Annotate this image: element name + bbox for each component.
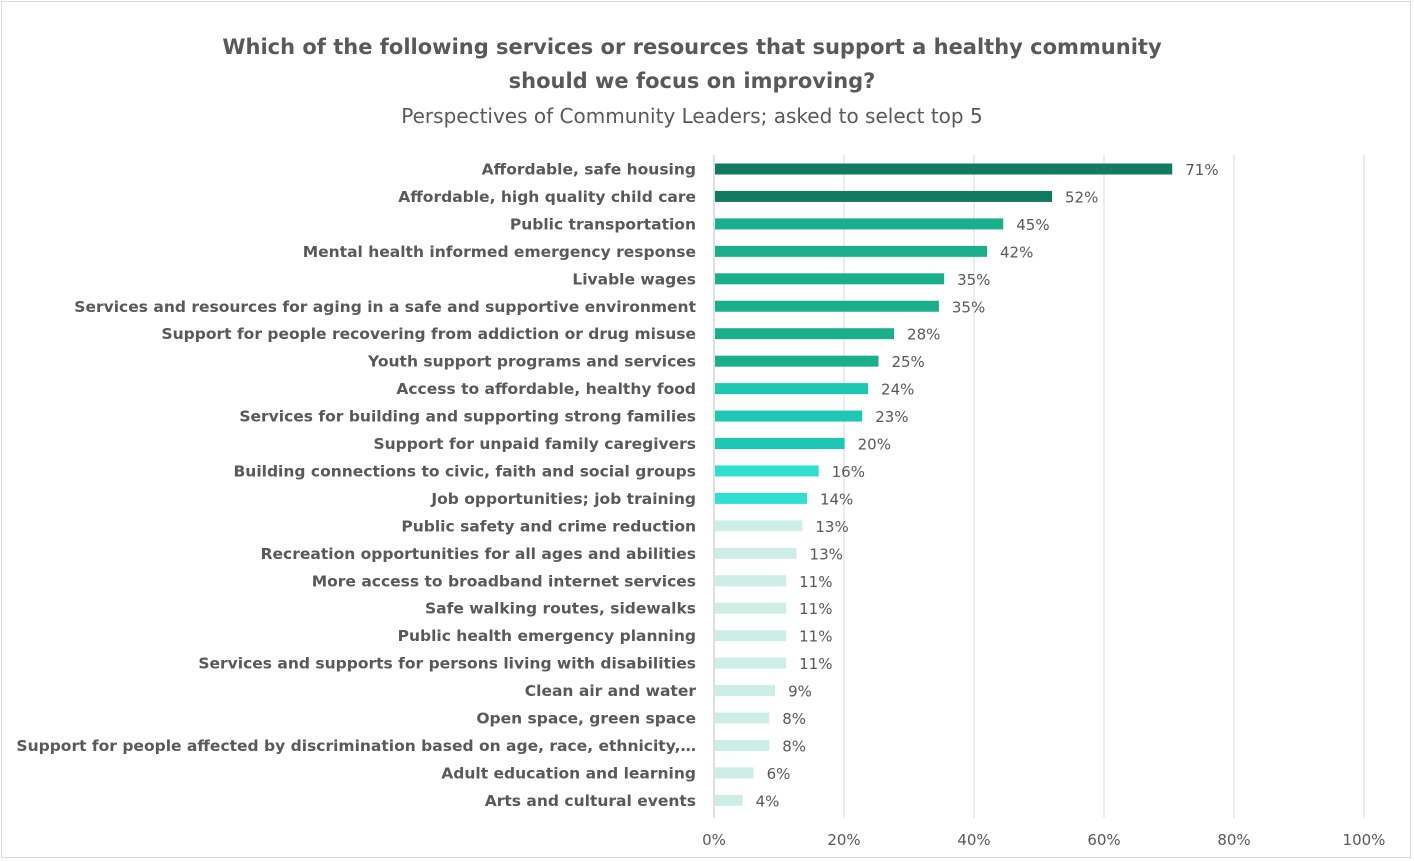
chart-title-line-1: Which of the following services or resou… bbox=[222, 35, 1162, 59]
data-label: 14% bbox=[820, 490, 853, 508]
category-label: Job opportunities; job training bbox=[430, 490, 696, 508]
data-label: 11% bbox=[799, 628, 832, 646]
data-label: 23% bbox=[875, 408, 908, 426]
data-label: 8% bbox=[782, 737, 806, 755]
data-label: 20% bbox=[858, 436, 891, 454]
bar bbox=[715, 767, 754, 779]
category-label: Mental health informed emergency respons… bbox=[303, 243, 696, 261]
category-label: Affordable, high quality child care bbox=[398, 188, 696, 206]
bar bbox=[715, 383, 869, 395]
bar bbox=[715, 602, 787, 614]
x-tick-label: 100% bbox=[1343, 831, 1386, 849]
data-label: 35% bbox=[952, 298, 985, 316]
bar bbox=[715, 163, 1173, 175]
x-tick-label: 0% bbox=[702, 831, 726, 849]
bar bbox=[715, 328, 895, 340]
x-tick-label: 40% bbox=[957, 831, 990, 849]
bar bbox=[715, 438, 845, 449]
data-label: 16% bbox=[832, 463, 865, 481]
bar bbox=[715, 273, 945, 285]
bar bbox=[715, 245, 987, 257]
category-label: Building connections to civic, faith and… bbox=[233, 462, 696, 480]
category-label: Open space, green space bbox=[476, 710, 696, 728]
x-tick-label: 80% bbox=[1217, 831, 1250, 849]
category-label: More access to broadband internet servic… bbox=[312, 572, 696, 590]
x-tick-label: 20% bbox=[827, 831, 860, 849]
bar bbox=[715, 739, 770, 751]
data-label: 11% bbox=[799, 573, 832, 591]
bar bbox=[715, 355, 879, 367]
category-label: Safe walking routes, sidewalks bbox=[425, 600, 696, 618]
bar bbox=[715, 218, 1004, 230]
data-label: 24% bbox=[881, 381, 914, 399]
bar bbox=[715, 492, 807, 504]
data-label: 11% bbox=[799, 600, 832, 618]
data-label: 28% bbox=[907, 326, 940, 344]
category-label: Services and supports for persons living… bbox=[198, 655, 696, 673]
bar bbox=[715, 410, 863, 422]
bar bbox=[715, 657, 787, 669]
data-label: 4% bbox=[756, 792, 780, 810]
bar bbox=[715, 630, 787, 642]
bar bbox=[715, 465, 819, 477]
category-label: Adult education and learning bbox=[441, 764, 696, 782]
category-label: Support for people affected by discrimin… bbox=[16, 737, 696, 755]
category-label: Clean air and water bbox=[525, 682, 697, 700]
category-label: Affordable, safe housing bbox=[482, 161, 696, 179]
bar bbox=[715, 300, 939, 312]
category-label: Arts and cultural events bbox=[485, 792, 696, 810]
bar bbox=[715, 794, 743, 806]
x-tick-label: 60% bbox=[1087, 831, 1120, 849]
chart-title-line-2: should we focus on improving? bbox=[508, 69, 876, 93]
data-label: 13% bbox=[815, 518, 848, 536]
category-label: Public transportation bbox=[510, 215, 696, 233]
data-label: 42% bbox=[1000, 243, 1033, 261]
category-label: Youth support programs and services bbox=[367, 353, 696, 371]
category-label: Public safety and crime reduction bbox=[401, 517, 696, 535]
data-label: 71% bbox=[1185, 161, 1218, 179]
bar bbox=[715, 575, 787, 587]
chart-subtitle: Perspectives of Community Leaders; asked… bbox=[401, 104, 983, 128]
bar bbox=[715, 547, 797, 559]
bar bbox=[715, 685, 776, 697]
data-label: 45% bbox=[1016, 216, 1049, 234]
bar bbox=[715, 712, 770, 724]
category-label: Services and resources for aging in a sa… bbox=[74, 298, 696, 316]
category-label: Livable wages bbox=[572, 270, 696, 288]
data-label: 8% bbox=[782, 710, 806, 728]
data-label: 6% bbox=[767, 765, 791, 783]
data-label: 35% bbox=[957, 271, 990, 289]
data-label: 25% bbox=[891, 353, 924, 371]
bar bbox=[715, 520, 803, 532]
bar bbox=[715, 190, 1052, 202]
category-label: Support for unpaid family caregivers bbox=[373, 435, 696, 453]
data-label: 11% bbox=[799, 655, 832, 673]
data-label: 9% bbox=[788, 683, 812, 701]
category-label: Recreation opportunities for all ages an… bbox=[261, 545, 696, 563]
category-label: Access to affordable, healthy food bbox=[396, 380, 696, 398]
category-label: Support for people recovering from addic… bbox=[161, 325, 696, 343]
category-label: Public health emergency planning bbox=[398, 627, 696, 645]
data-label: 13% bbox=[810, 545, 843, 563]
data-label: 52% bbox=[1065, 188, 1098, 206]
category-label: Services for building and supporting str… bbox=[239, 408, 696, 426]
